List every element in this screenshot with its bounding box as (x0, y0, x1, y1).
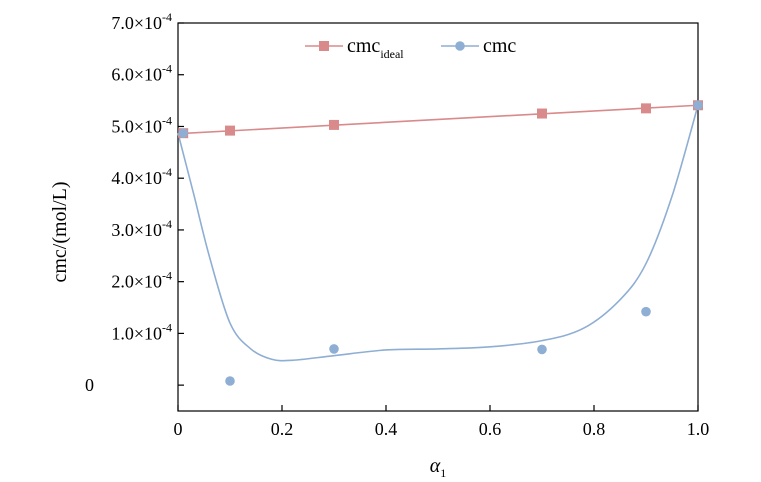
legend: cmcideal cmc (305, 35, 516, 61)
x-axis-title-main: α (430, 455, 441, 477)
series-cmc-point (537, 344, 547, 355)
ticks-layer: 0 0.2 0.4 0.6 0.8 1.0 0 1.0×10-4 2.0×10-4 3.0×10-… (85, 10, 709, 439)
series-cmc-point (225, 376, 235, 386)
x-tick-label: 0.2 (271, 419, 294, 439)
series-cmc-point (178, 128, 188, 138)
plot-frame-layer (177, 22, 699, 412)
series-cmc-ideal-point (537, 108, 547, 119)
x-tick-label: 0.8 (583, 419, 606, 439)
y-tick-label: 3.0×10-4 (111, 217, 172, 240)
legend-label: cmc (483, 35, 516, 57)
x-tick-label: 0.6 (479, 419, 502, 439)
legend-entry-cmc: cmc (441, 35, 516, 57)
markers-layer (178, 100, 703, 386)
x-axis-title: α1 (430, 455, 447, 480)
x-axis-title-subscript: 1 (440, 466, 446, 480)
series-cmc-ideal-point (329, 119, 339, 130)
legend-entry-cmc-ideal: cmcideal (305, 35, 404, 61)
y-tick-label: 6.0×10-4 (111, 62, 172, 85)
y-axis-title: cmc/(mol/L) (49, 181, 71, 282)
series-cmc-point (329, 344, 339, 354)
x-tick-label: 0.4 (375, 419, 398, 439)
legend-label: cmcideal (347, 35, 404, 61)
series-cmc-ideal-point (225, 125, 235, 136)
y-tick-label: 4.0×10-4 (111, 165, 172, 188)
series-cmc-ideal-point (641, 103, 651, 114)
legend-marker (455, 41, 465, 51)
y-tick-label: 0 (85, 375, 94, 395)
x-tick-label: 1.0 (687, 419, 710, 439)
x-tick-label: 0 (174, 419, 183, 439)
y-tick-label: 7.0×10-4 (111, 10, 172, 33)
series-cmc-point (641, 306, 651, 317)
y-tick-label: 5.0×10-4 (111, 113, 172, 136)
plot-frame (177, 22, 699, 412)
y-tick-label: 2.0×10-4 (111, 269, 172, 292)
legend-marker (319, 41, 329, 51)
series-cmc-ideal-line (177, 104, 699, 135)
y-tick-label: 1.0×10-4 (111, 320, 172, 343)
series-cmc-line (177, 105, 699, 362)
series-cmc-point (693, 100, 703, 111)
curves-layer (177, 104, 699, 362)
